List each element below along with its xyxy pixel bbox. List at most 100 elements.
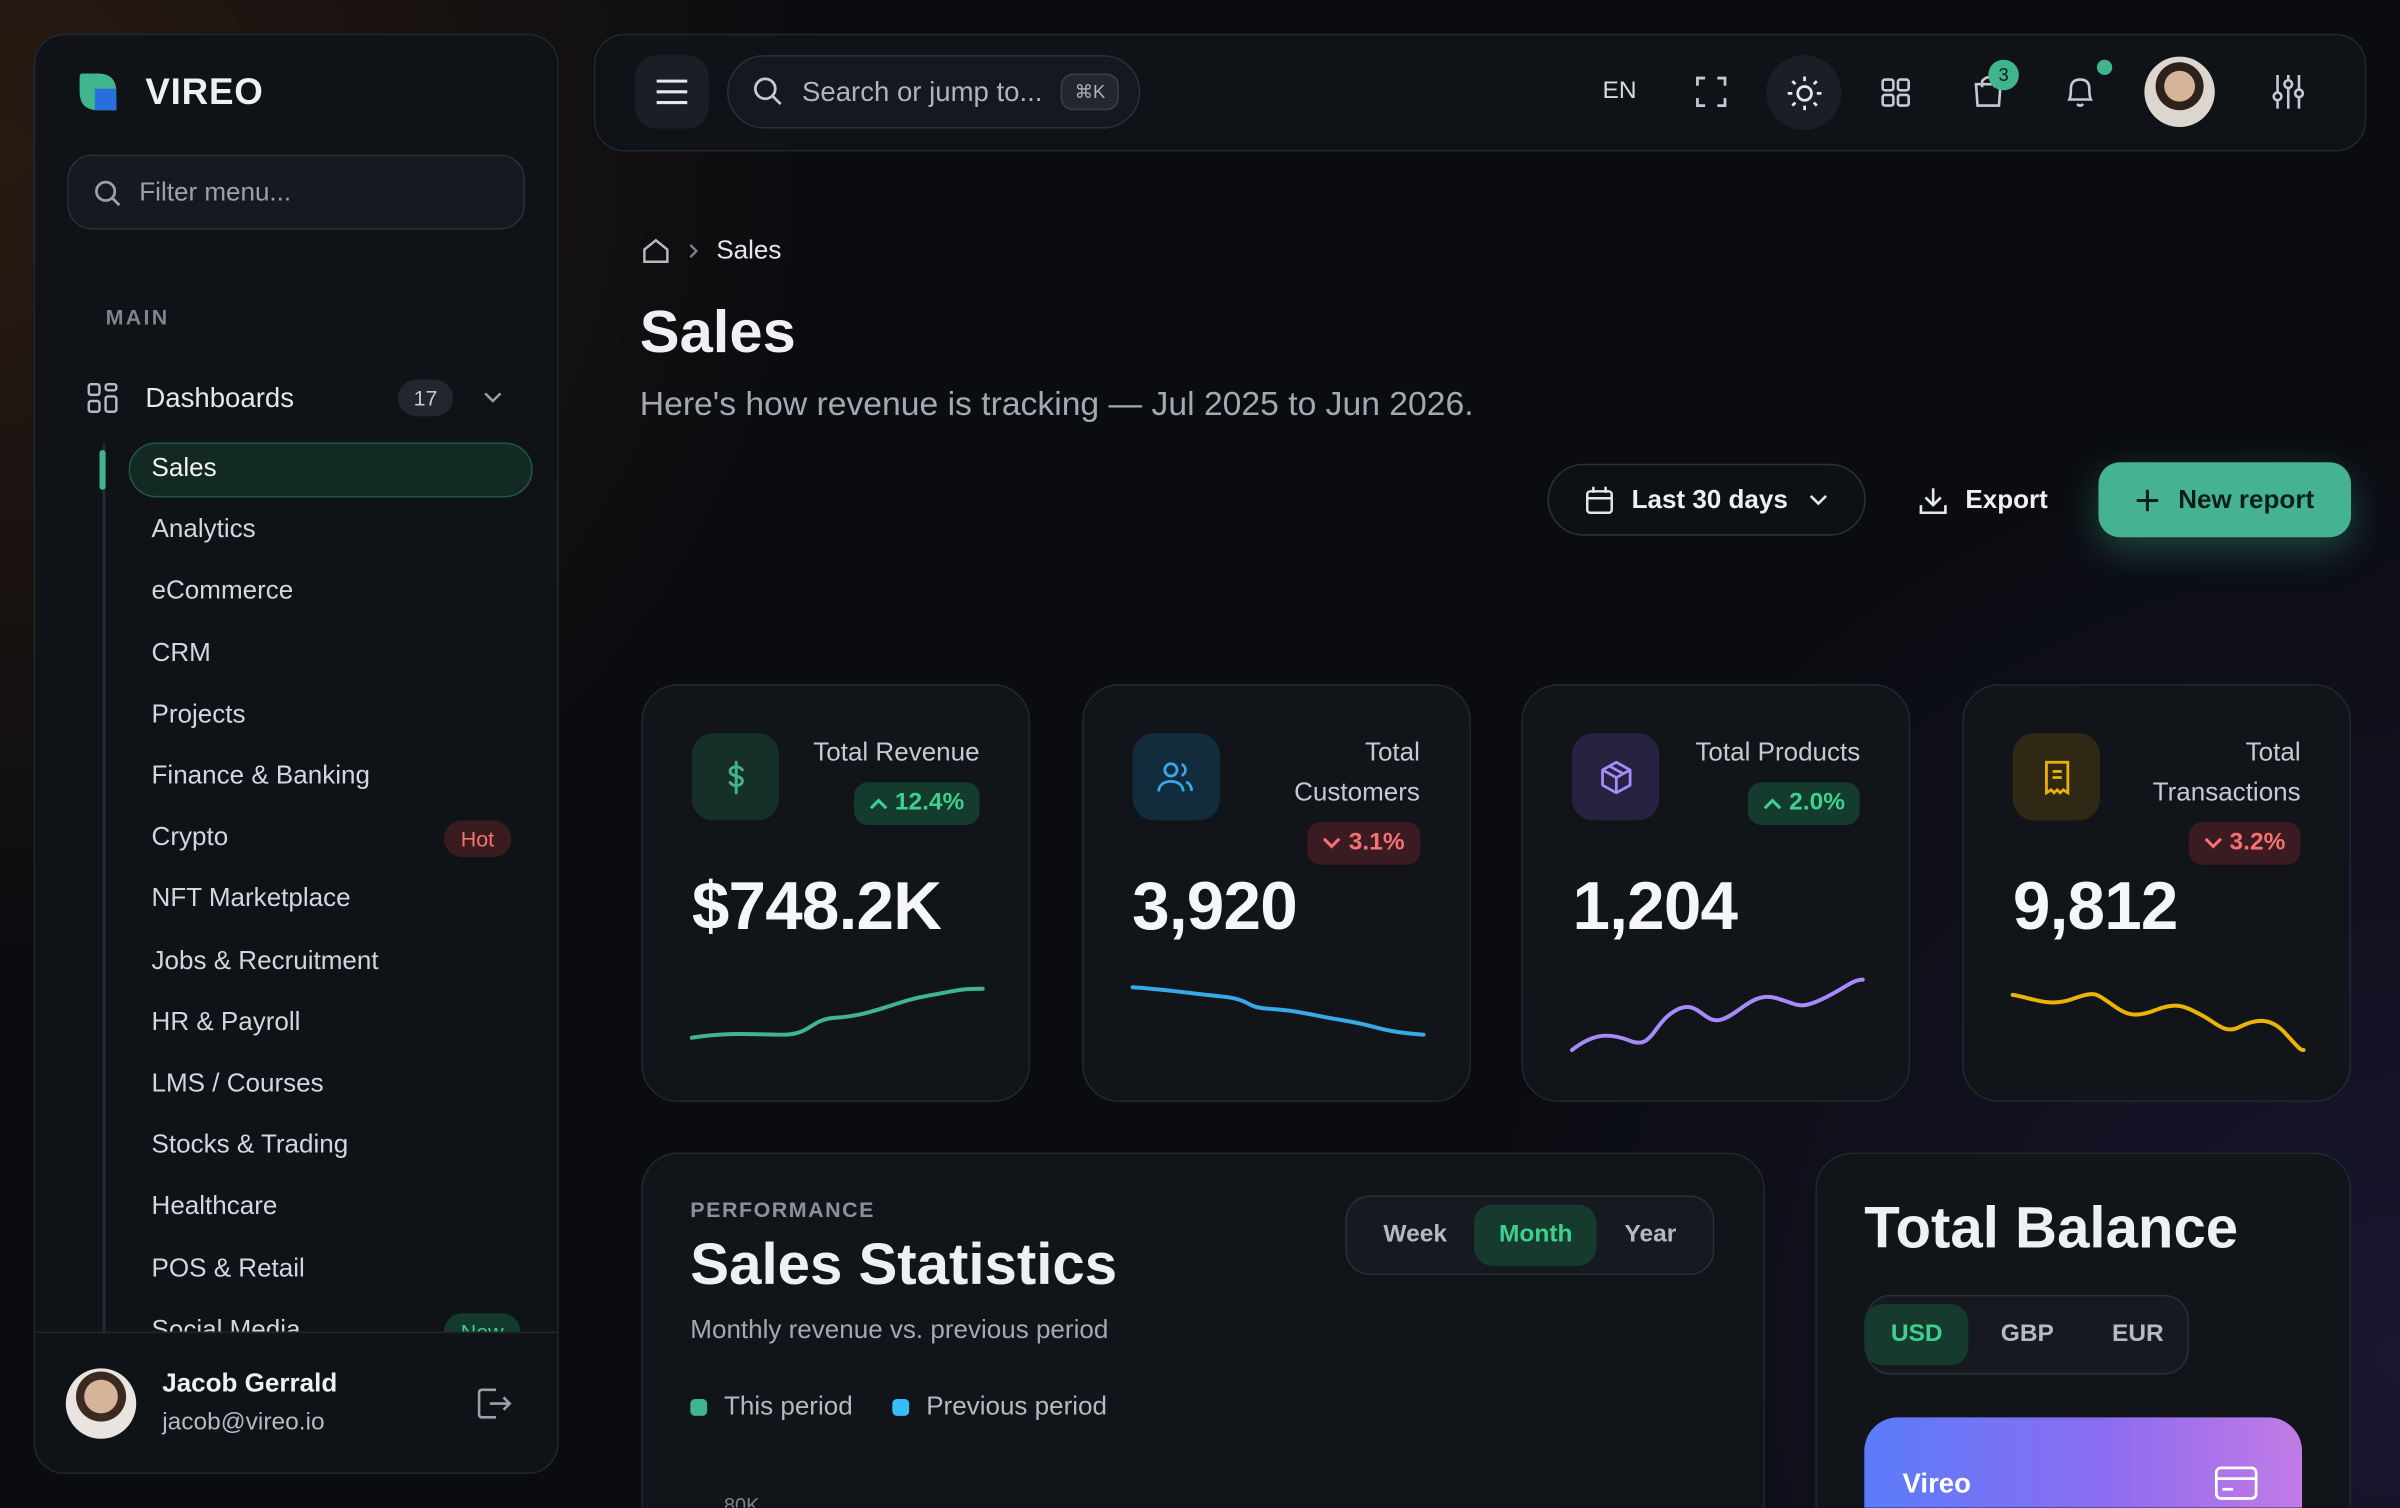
- export-button[interactable]: Export: [1910, 464, 2057, 536]
- logout-icon[interactable]: [477, 1388, 512, 1419]
- eyebrow: PERFORMANCE: [690, 1196, 876, 1222]
- new-report-label: New report: [2178, 484, 2315, 514]
- kpi-change-value: 2.0%: [1789, 789, 1845, 816]
- nav-item[interactable]: LMS / Courses: [151, 1068, 324, 1098]
- sparkline: [1130, 985, 1425, 1037]
- search-bar[interactable]: Search or jump to... ⌘K: [727, 55, 1141, 129]
- shortcut: ⌘K: [1060, 73, 1120, 111]
- kpi-value: 9,812: [2012, 869, 2178, 945]
- filter-input[interactable]: Filter menu...: [67, 154, 525, 230]
- tab[interactable]: Month: [1474, 1204, 1597, 1266]
- brand-logo: [79, 73, 117, 111]
- kpi-card: Total Transactions 3.2% 9,812: [1962, 684, 2352, 1103]
- group-count: 17: [397, 379, 454, 417]
- settings-icon[interactable]: [2272, 74, 2305, 109]
- kpi-label: Total Revenue: [813, 737, 980, 767]
- kpi-value: $748.2K: [691, 869, 942, 945]
- chevron[interactable]: [484, 392, 502, 404]
- date-range-button[interactable]: Last 30 days: [1547, 463, 1866, 536]
- currency-tab[interactable]: USD: [1864, 1304, 1969, 1366]
- nav-item[interactable]: CRM: [151, 637, 211, 667]
- notification-dot: [2096, 59, 2113, 75]
- trend-arrow: [2203, 837, 2222, 849]
- fullscreen-icon[interactable]: [1696, 76, 1727, 108]
- tab[interactable]: Year: [1624, 1221, 1677, 1248]
- active-pill: [128, 442, 533, 498]
- sparkline-path: [1130, 985, 1425, 1037]
- brand-name: VIREO: [145, 71, 264, 114]
- legend-swatch: [892, 1398, 910, 1416]
- legend-item: This period: [690, 1391, 853, 1422]
- legend-label: This period: [723, 1391, 853, 1421]
- group-label[interactable]: Dashboards: [145, 382, 294, 414]
- card-icon: [2214, 1466, 2258, 1500]
- nav-badge: New: [443, 1312, 521, 1332]
- nav-item[interactable]: Analytics: [151, 514, 256, 544]
- nav-item[interactable]: HR & Payroll: [151, 1006, 301, 1036]
- card-subtitle: Monthly revenue vs. previous period: [690, 1314, 1109, 1344]
- divider: [35, 1331, 558, 1334]
- kpi-change-value: 3.2%: [2229, 829, 2286, 856]
- currency-tab[interactable]: EUR: [2112, 1320, 2164, 1347]
- topbar-avatar[interactable]: [2144, 56, 2215, 128]
- balance-title: Total Balance: [1864, 1196, 2239, 1262]
- kpi-icon: [2012, 733, 2101, 821]
- export-label: Export: [1965, 484, 2048, 514]
- kpi-label: Total Transactions: [2152, 737, 2301, 807]
- apps-icon[interactable]: [1881, 78, 1910, 107]
- nav-item[interactable]: Sales: [151, 453, 217, 483]
- trend-arrow: [1323, 837, 1341, 849]
- nav-item[interactable]: Healthcare: [151, 1191, 278, 1221]
- nav-item[interactable]: Social Media: [151, 1314, 301, 1332]
- plus-icon: [2136, 489, 2159, 511]
- kpi-change: 2.0%: [1747, 782, 1861, 825]
- kpi-card: Total Customers 3.1% 3,920: [1081, 684, 1471, 1103]
- bell-icon[interactable]: [2065, 75, 2096, 109]
- nav-list: Sales Analytics eCommerce CRM Projects Financ…: [34, 429, 559, 1332]
- tab[interactable]: Week: [1383, 1221, 1447, 1248]
- page-title: Sales: [639, 299, 796, 366]
- nav-item[interactable]: NFT Marketplace: [151, 883, 351, 913]
- nav-item[interactable]: Crypto: [151, 822, 229, 852]
- dashboards-icon: [87, 382, 118, 413]
- user-avatar[interactable]: [65, 1368, 137, 1439]
- currency-tab[interactable]: GBP: [2000, 1320, 2054, 1347]
- kpi-value: 1,204: [1572, 869, 1738, 945]
- user-name: Jacob Gerrald: [162, 1368, 338, 1398]
- nav-badge: Hot: [443, 820, 511, 858]
- theme-button[interactable]: [1766, 55, 1842, 131]
- kpi-card: Total Products 2.0% 1,204: [1522, 684, 1911, 1103]
- currency-tabs: USD GBP EUR: [1864, 1294, 2189, 1375]
- kpi-header: Total Products 2.0%: [1631, 733, 1861, 825]
- user-email: jacob@vireo.io: [162, 1409, 325, 1436]
- home-icon[interactable]: [643, 238, 669, 263]
- kpi-header: Total Revenue 12.4%: [750, 733, 980, 825]
- kpi-change-value: 12.4%: [894, 789, 965, 816]
- bank-card[interactable]: [1864, 1417, 2303, 1508]
- search-icon: [95, 179, 121, 206]
- kpi-change: 12.4%: [853, 782, 980, 825]
- language[interactable]: EN: [1602, 78, 1637, 105]
- date-range-label: Last 30 days: [1631, 484, 1788, 514]
- legend: This period Previous period: [690, 1391, 1107, 1422]
- breadcrumb-separator: [689, 244, 699, 258]
- calendar-icon: [1585, 485, 1613, 514]
- kpi-value: 3,920: [1132, 869, 1297, 945]
- nav-item[interactable]: Projects: [151, 699, 246, 729]
- kpi-label: Total Customers: [1294, 737, 1420, 807]
- kpi-header: Total Customers 3.1%: [1190, 733, 1420, 865]
- period-tabs: Week Month Year: [1345, 1195, 1715, 1275]
- nav-item[interactable]: eCommerce: [151, 576, 294, 606]
- card-brand: Vireo: [1902, 1467, 1971, 1499]
- menu-button[interactable]: [635, 55, 709, 129]
- sparkline-path: [2010, 992, 2306, 1052]
- nav-item[interactable]: Stocks & Trading: [151, 1129, 349, 1159]
- nav-item[interactable]: Jobs & Recruitment: [151, 945, 379, 975]
- card-title: Sales Statistics: [690, 1233, 1118, 1298]
- new-report-button[interactable]: New report: [2098, 462, 2352, 538]
- nav-item[interactable]: POS & Retail: [151, 1252, 305, 1283]
- page-subtitle: Here's how revenue is tracking — Jul 202…: [639, 384, 1474, 423]
- legend-label: Previous period: [926, 1391, 1107, 1421]
- nav-item[interactable]: Finance & Banking: [151, 760, 370, 790]
